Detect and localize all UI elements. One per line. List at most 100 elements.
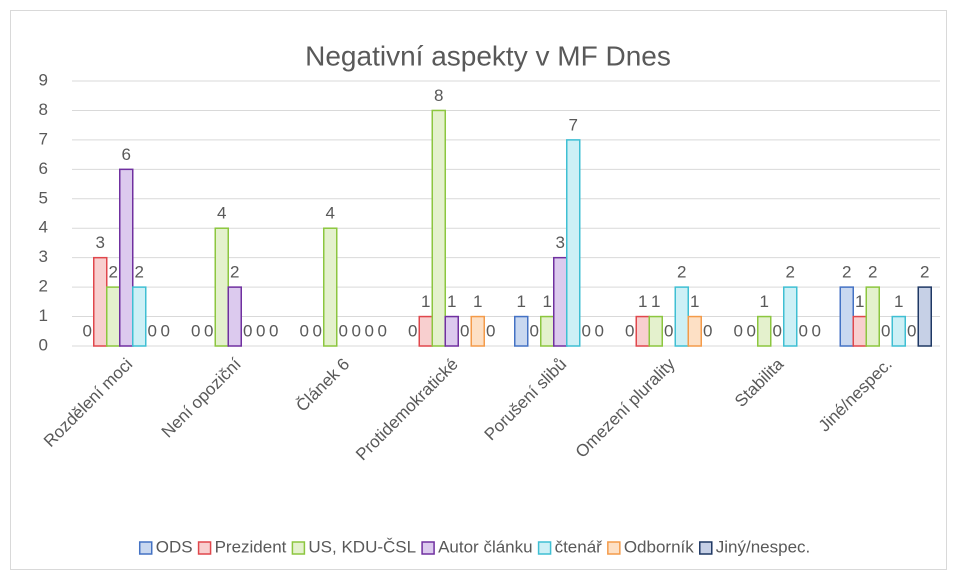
- data-label: 0: [907, 321, 916, 340]
- y-tick-label: 3: [39, 247, 48, 266]
- data-label: 3: [96, 233, 105, 252]
- y-tick-label: 6: [39, 159, 48, 178]
- data-label: 1: [543, 292, 552, 311]
- bar: [418, 315, 433, 347]
- data-label: 6: [122, 145, 131, 164]
- data-label: 1: [760, 292, 769, 311]
- bar: [635, 315, 650, 347]
- data-label: 8: [434, 86, 443, 105]
- bar: [514, 315, 529, 347]
- y-tick-label: 5: [39, 188, 48, 207]
- bar: [119, 168, 134, 347]
- legend-label: Odborník: [624, 537, 694, 556]
- bar: [783, 286, 798, 347]
- legend-swatch: [607, 541, 621, 555]
- data-label: 0: [352, 321, 361, 340]
- legend-label: Jiný/nespec.: [716, 537, 811, 556]
- data-label: 0: [664, 321, 673, 340]
- data-label: 3: [556, 233, 565, 252]
- data-label: 0: [339, 321, 348, 340]
- bar: [553, 256, 568, 347]
- bar: [470, 315, 485, 347]
- data-label: 0: [881, 321, 890, 340]
- bar: [106, 286, 121, 347]
- data-label: 1: [473, 292, 482, 311]
- data-label: 0: [161, 321, 170, 340]
- bar: [132, 286, 147, 347]
- data-label: 1: [894, 292, 903, 311]
- bar: [540, 315, 555, 347]
- data-label: 0: [625, 321, 634, 340]
- bar: [214, 227, 229, 347]
- bar: [444, 315, 459, 347]
- y-tick-label: 7: [39, 129, 48, 148]
- legend-swatch: [138, 541, 153, 555]
- y-tick-label: 4: [39, 218, 48, 237]
- data-label: 2: [109, 263, 118, 282]
- bar: [674, 286, 689, 347]
- data-label: 0: [300, 321, 309, 340]
- y-tick-label: 1: [39, 306, 48, 325]
- y-tick-label: 8: [39, 100, 48, 119]
- data-label: 0: [191, 321, 200, 340]
- data-label: 1: [690, 292, 699, 311]
- data-label: 0: [378, 321, 387, 340]
- data-label: 0: [747, 321, 756, 340]
- data-label: 0: [799, 321, 808, 340]
- data-label: 4: [217, 204, 226, 223]
- bar: [865, 286, 880, 347]
- data-label: 2: [230, 263, 239, 282]
- bar: [852, 315, 867, 347]
- data-label: 4: [326, 204, 335, 223]
- bar: [323, 227, 338, 347]
- legend-label: čtenář: [555, 537, 603, 556]
- data-label: 0: [365, 321, 374, 340]
- legend-swatch: [291, 541, 306, 555]
- data-label: 0: [256, 321, 265, 340]
- chart-title: Negativní aspekty v MF Dnes: [305, 40, 671, 71]
- data-label: 1: [421, 292, 430, 311]
- data-label: 0: [582, 321, 591, 340]
- data-label: 1: [638, 292, 647, 311]
- bar: [687, 315, 702, 347]
- bar: [431, 109, 446, 347]
- data-label: 0: [812, 321, 821, 340]
- bar: [757, 315, 772, 347]
- y-tick-label: 0: [39, 335, 48, 354]
- data-label: 0: [243, 321, 252, 340]
- data-label: 2: [786, 263, 795, 282]
- legend-label: US, KDU-ČSL: [308, 537, 416, 556]
- data-label: 0: [408, 321, 417, 340]
- data-label: 0: [595, 321, 604, 340]
- data-label: 0: [313, 321, 322, 340]
- bar: [227, 286, 242, 347]
- data-label: 1: [447, 292, 456, 311]
- legend: ODS Prezident US, KDU-ČSL Autor článku čtená…: [138, 537, 811, 556]
- data-label: 1: [855, 292, 864, 311]
- bar: [566, 139, 581, 347]
- bar: [93, 256, 108, 347]
- data-label: 7: [569, 115, 578, 134]
- data-label: 0: [773, 321, 782, 340]
- bar: [917, 286, 932, 347]
- bar: [891, 315, 906, 347]
- data-label: 2: [868, 263, 877, 282]
- data-label: 0: [204, 321, 213, 340]
- data-label: 2: [135, 263, 144, 282]
- legend-label: Autor článku: [438, 537, 533, 556]
- legend-label: ODS: [156, 537, 193, 556]
- data-label: 2: [677, 263, 686, 282]
- data-label: 1: [517, 292, 526, 311]
- bar: [839, 286, 854, 347]
- data-label: 0: [269, 321, 278, 340]
- data-label: 0: [486, 321, 495, 340]
- y-tick-label: 9: [39, 70, 48, 89]
- bar: [648, 315, 663, 347]
- data-label: 0: [148, 321, 157, 340]
- legend-swatch: [197, 541, 212, 555]
- chart-frame: [10, 10, 947, 570]
- data-label: 2: [842, 263, 851, 282]
- data-label: 0: [530, 321, 539, 340]
- legend-swatch: [699, 541, 713, 555]
